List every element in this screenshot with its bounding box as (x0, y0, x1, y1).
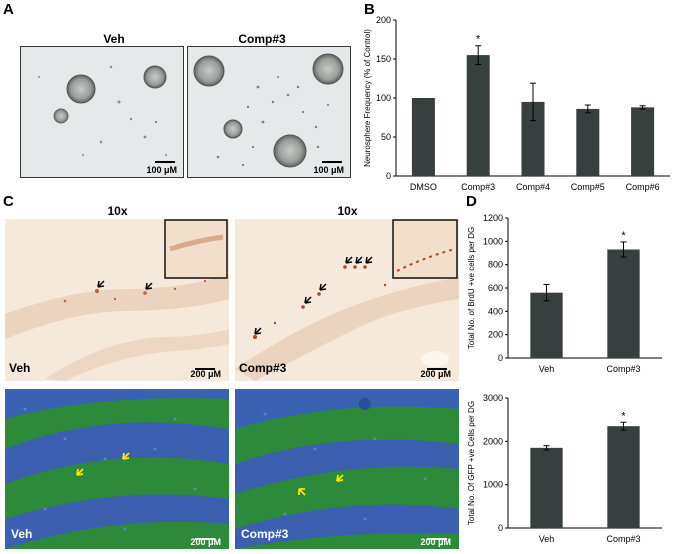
y-tick-label: 800 (488, 260, 503, 270)
x-tick-label: Comp#6 (626, 182, 660, 192)
fluor-label-comp3: Comp#3 (241, 527, 289, 541)
y-tick-label: 600 (488, 283, 503, 293)
y-tick-label: 1000 (483, 480, 503, 490)
gfp-count-chart: 0 1000 2000 3000 Veh * Comp#3 Total No. Of GFP … (467, 393, 662, 544)
neurosphere-image-veh: 100 μM (20, 46, 184, 178)
x-tick-label: Veh (539, 534, 555, 544)
bar (521, 101, 545, 176)
y-axis-label: Total No. of BrdU +ve cells per DG (467, 227, 476, 350)
fluor-label-veh: Veh (11, 527, 33, 541)
x-tick-label: Comp#3 (606, 364, 640, 374)
y-tick-label: 0 (386, 171, 391, 181)
y-tick-label: 400 (488, 306, 503, 316)
bar (607, 249, 640, 358)
ihc-label-veh: Veh (9, 361, 31, 375)
ihc-image-comp3: Comp#3 200 μM (235, 219, 459, 381)
brdu-stain-veh-graphic (5, 219, 229, 381)
y-tick-label: 200 (376, 15, 391, 25)
ihc-scale-veh: 200 μM (190, 369, 221, 379)
neurosphere-image-comp3: 100 μM (187, 46, 351, 178)
y-tick-label: 2000 (483, 436, 503, 446)
bar (530, 447, 563, 528)
y-tick-label: 0 (498, 353, 503, 363)
y-tick-label: 50 (381, 132, 391, 142)
panel-label-c: C (3, 193, 14, 210)
x-tick-label: Veh (539, 364, 555, 374)
y-tick-label: 100 (376, 93, 391, 103)
y-axis-label: Neurosphere Frequency (% of Control) (363, 29, 372, 167)
fluorescence-image-comp3: Comp#3 200 μM (235, 389, 459, 549)
x-tick-label: Comp#3 (606, 534, 640, 544)
brdu-count-chart: 0 200 400 600 800 1000 1200 Veh * Comp#3 Total No.… (467, 213, 662, 374)
fluor-scale-comp3: 200 μM (420, 537, 451, 547)
gfp-stain-veh-graphic (5, 389, 229, 549)
y-tick-label: 3000 (483, 393, 503, 403)
significance-marker: * (621, 410, 626, 422)
bar (576, 108, 600, 176)
image-title-comp3: Comp#3 (238, 32, 286, 46)
y-tick-label: 1000 (483, 236, 503, 246)
bar (411, 98, 435, 176)
x-tick-label: Comp#4 (516, 182, 550, 192)
bar (466, 55, 490, 176)
x-tick-label: Comp#5 (571, 182, 605, 192)
fluor-scale-veh: 200 μM (190, 537, 221, 547)
y-tick-label: 150 (376, 54, 391, 64)
gfp-stain-comp3-graphic (235, 389, 459, 549)
y-tick-label: 200 (488, 330, 503, 340)
ihc-scale-comp3: 200 μM (420, 369, 451, 379)
x-tick-label: Comp#3 (461, 182, 495, 192)
panel-label-a: A (3, 1, 14, 18)
brdu-stain-comp3-graphic (235, 219, 459, 381)
image-title-veh: Veh (103, 32, 125, 46)
ihc-label-comp3: Comp#3 (239, 361, 287, 375)
scale-bar-label-veh: 100 μM (146, 165, 177, 175)
y-tick-label: 0 (498, 523, 503, 533)
scale-bar-label-comp3: 100 μM (313, 165, 344, 175)
panel-label-b: B (364, 1, 375, 18)
bar (530, 292, 563, 358)
neurosphere-frequency-chart: 0 50 100 150 200 DMSO * Comp#3 Comp#4 Comp#5 Comp#… (363, 15, 670, 192)
bar (607, 426, 640, 528)
panel-label-d: D (466, 193, 477, 210)
significance-marker: * (621, 230, 626, 242)
ihc-title-comp3: 10x (337, 204, 358, 218)
neurosphere-comp3-graphic (188, 47, 350, 177)
x-tick-label: DMSO (410, 182, 437, 192)
neurosphere-veh-graphic (21, 47, 183, 177)
y-axis-label: Total No. Of GFP +ve Cells per DG (467, 401, 476, 525)
fluorescence-image-veh: Veh 200 μM (5, 389, 229, 549)
ihc-image-veh: Veh 200 μM (5, 219, 229, 381)
significance-marker: * (476, 34, 481, 46)
y-tick-label: 1200 (483, 213, 503, 223)
bar (631, 107, 655, 176)
ihc-title-veh: 10x (107, 204, 128, 218)
